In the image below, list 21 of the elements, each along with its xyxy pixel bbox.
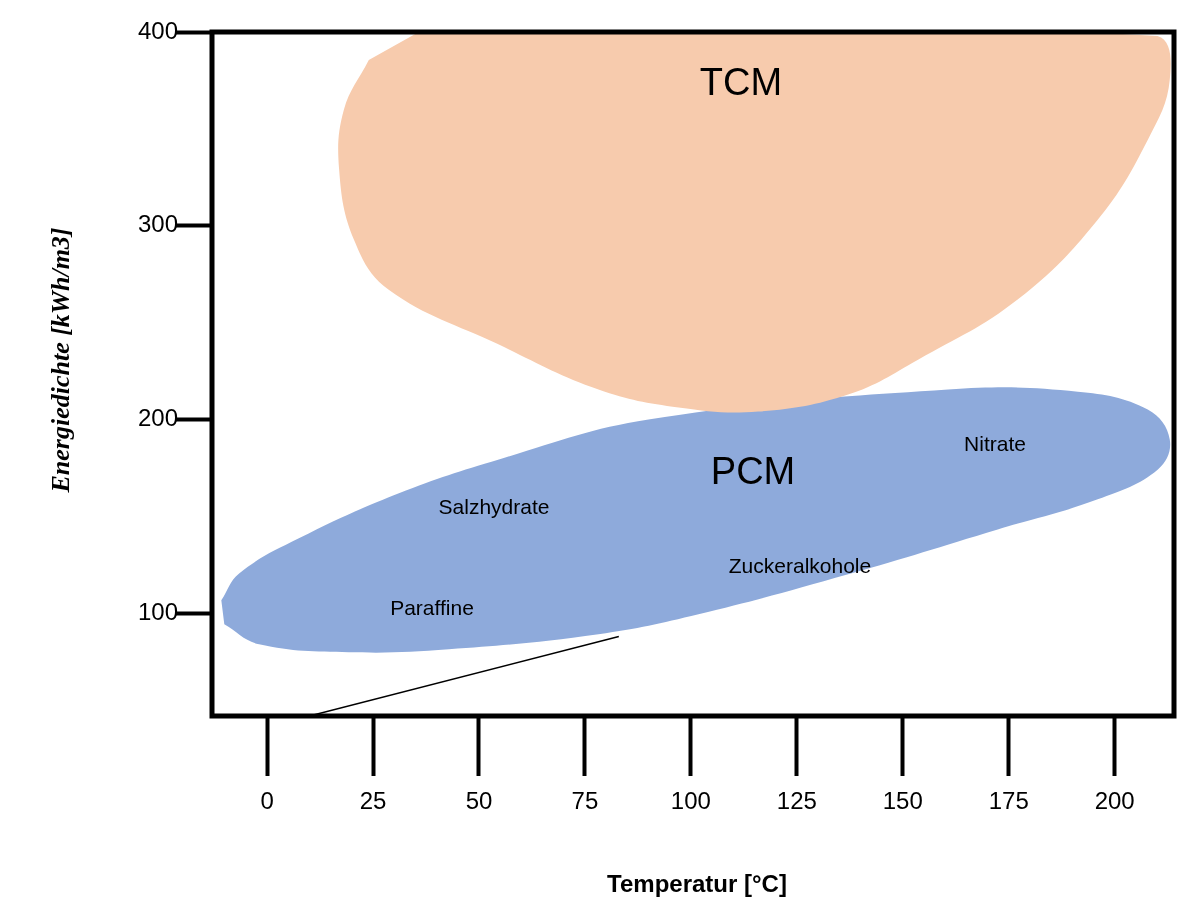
x-tick-label: 200 bbox=[1094, 787, 1135, 815]
annotation: Salzhydrate bbox=[438, 494, 550, 518]
x-tick-label: 175 bbox=[988, 787, 1029, 815]
y-tick-label: 100 bbox=[137, 597, 178, 625]
annotation: Nitrate bbox=[964, 431, 1026, 455]
x-tick-label: 75 bbox=[571, 787, 599, 815]
annotation: Paraffine bbox=[390, 595, 474, 619]
x-axis-title: Temperatur [°C] bbox=[607, 869, 787, 897]
x-tick-label: 0 bbox=[260, 787, 274, 815]
series-label: PCM bbox=[710, 450, 796, 493]
x-tick-label: 100 bbox=[670, 787, 711, 815]
series-label: TCM bbox=[699, 61, 783, 104]
y-tick-label: 200 bbox=[137, 404, 178, 432]
y-axis-title: Energiedichte [kWh/m3] bbox=[45, 227, 75, 494]
y-tick-label: 300 bbox=[137, 210, 178, 238]
x-tick-label: 25 bbox=[359, 787, 387, 815]
y-tick-label: 400 bbox=[137, 16, 178, 44]
x-tick-label: 125 bbox=[776, 787, 817, 815]
x-tick-label: 150 bbox=[882, 787, 923, 815]
annotation: Zuckeralkohole bbox=[728, 553, 872, 577]
x-tick-label: 50 bbox=[465, 787, 493, 815]
